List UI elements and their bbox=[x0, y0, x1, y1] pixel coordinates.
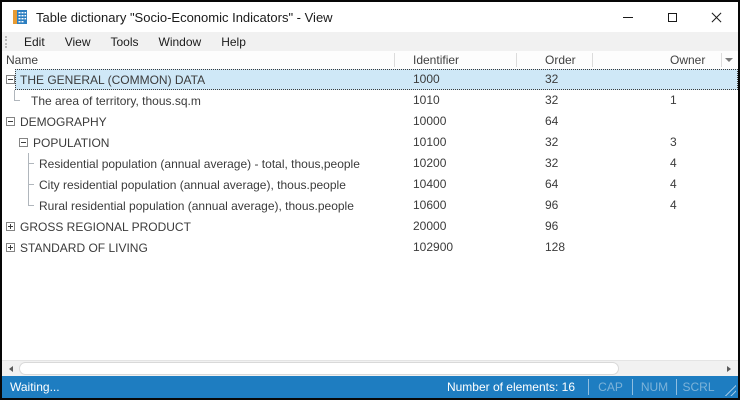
column-separator bbox=[516, 53, 517, 67]
row-owner: 1 bbox=[670, 93, 677, 107]
row-identifier: 1000 bbox=[413, 72, 440, 86]
minimize-button[interactable] bbox=[606, 2, 650, 32]
table-dictionary-icon bbox=[13, 10, 27, 24]
row-order: 96 bbox=[545, 198, 559, 212]
toolbar-gripper[interactable] bbox=[5, 35, 7, 48]
column-separator bbox=[592, 53, 593, 67]
tree-connector bbox=[26, 153, 39, 174]
column-header-row: Name Identifier Order Owner bbox=[2, 51, 738, 69]
row-name: GROSS REGIONAL PRODUCT bbox=[20, 219, 191, 234]
row-order: 128 bbox=[545, 240, 566, 254]
row-order: 64 bbox=[545, 114, 559, 128]
collapse-icon[interactable] bbox=[19, 138, 28, 147]
tree-connector bbox=[26, 195, 39, 216]
table-row[interactable]: STANDARD OF LIVING 102900 128 bbox=[2, 237, 738, 258]
arrow-left-icon bbox=[6, 365, 13, 372]
collapse-icon[interactable] bbox=[6, 117, 15, 126]
row-identifier: 10100 bbox=[413, 135, 447, 149]
scroll-right-button[interactable] bbox=[722, 361, 737, 376]
table-body: THE GENERAL (COMMON) DATA 1000 32 The ar… bbox=[2, 69, 738, 360]
indicator-caps-lock: CAP bbox=[588, 379, 632, 395]
row-name: The area of territory, thous.sq.m bbox=[31, 93, 201, 108]
row-owner: 4 bbox=[670, 156, 677, 170]
table-row[interactable]: POPULATION 10100 32 3 bbox=[2, 132, 738, 153]
scroll-left-button[interactable] bbox=[3, 361, 18, 376]
tree-connector bbox=[12, 90, 31, 111]
table-row[interactable]: THE GENERAL (COMMON) DATA 1000 32 bbox=[2, 69, 738, 90]
table-row[interactable]: The area of territory, thous.sq.m 1010 3… bbox=[2, 90, 738, 111]
menu-item-edit[interactable]: Edit bbox=[24, 34, 45, 49]
table-row[interactable]: Rural residential population (annual ave… bbox=[2, 195, 738, 216]
row-identifier: 10600 bbox=[413, 198, 447, 212]
menu-bar: Edit View Tools Window Help bbox=[2, 32, 738, 51]
row-order: 32 bbox=[545, 93, 559, 107]
indicator-scroll-lock: SCRL bbox=[676, 379, 720, 395]
arrow-right-icon bbox=[727, 365, 734, 372]
menu-item-tools[interactable]: Tools bbox=[110, 34, 139, 49]
column-separator bbox=[721, 53, 722, 67]
row-order: 96 bbox=[545, 219, 559, 233]
elements-count: Number of elements: 16 bbox=[446, 380, 575, 394]
menu-item-help[interactable]: Help bbox=[221, 34, 246, 49]
status-message: Waiting... bbox=[10, 380, 60, 394]
row-order: 32 bbox=[545, 156, 559, 170]
tree-connector bbox=[26, 174, 39, 195]
window-title: Table dictionary "Socio-Economic Indicat… bbox=[36, 9, 333, 25]
row-identifier: 10400 bbox=[413, 177, 447, 191]
row-owner: 4 bbox=[670, 198, 677, 212]
row-name: STANDARD OF LIVING bbox=[20, 240, 148, 255]
maximize-button[interactable] bbox=[650, 2, 694, 32]
row-name: Rural residential population (annual ave… bbox=[39, 198, 354, 213]
maximize-icon bbox=[667, 12, 677, 22]
row-order: 64 bbox=[545, 177, 559, 191]
close-icon bbox=[711, 12, 722, 23]
table-row[interactable]: City residential population (annual aver… bbox=[2, 174, 738, 195]
row-order: 32 bbox=[545, 135, 559, 149]
keyboard-indicators: CAP NUM SCRL bbox=[588, 379, 720, 395]
column-menu-button[interactable] bbox=[720, 51, 737, 69]
menu-item-window[interactable]: Window bbox=[158, 34, 202, 49]
scrollbar-thumb[interactable] bbox=[19, 362, 619, 375]
expand-icon[interactable] bbox=[6, 243, 15, 252]
minimize-icon bbox=[623, 16, 633, 18]
row-name: THE GENERAL (COMMON) DATA bbox=[20, 72, 206, 87]
expand-icon[interactable] bbox=[6, 222, 15, 231]
row-identifier: 10200 bbox=[413, 156, 447, 170]
resize-grip[interactable] bbox=[724, 384, 736, 396]
row-name: City residential population (annual aver… bbox=[39, 177, 346, 192]
row-name: POPULATION bbox=[33, 135, 110, 150]
row-identifier: 102900 bbox=[413, 240, 454, 254]
column-separator bbox=[394, 53, 395, 67]
collapse-icon[interactable] bbox=[6, 75, 15, 84]
row-name: DEMOGRAPHY bbox=[20, 114, 107, 129]
row-identifier: 10000 bbox=[413, 114, 447, 128]
chevron-down-icon bbox=[724, 58, 733, 62]
window-controls bbox=[606, 2, 738, 32]
horizontal-scrollbar[interactable] bbox=[2, 360, 738, 376]
row-identifier: 20000 bbox=[413, 219, 447, 233]
table-row[interactable]: DEMOGRAPHY 10000 64 bbox=[2, 111, 738, 132]
row-owner: 3 bbox=[670, 135, 677, 149]
column-header-name[interactable]: Name bbox=[6, 53, 39, 67]
title-bar: Table dictionary "Socio-Economic Indicat… bbox=[2, 2, 738, 32]
row-order: 32 bbox=[545, 72, 559, 86]
column-header-order[interactable]: Order bbox=[545, 53, 576, 67]
menu-item-view[interactable]: View bbox=[64, 34, 91, 49]
row-owner: 4 bbox=[670, 177, 677, 191]
status-bar: Waiting... Number of elements: 16 CAP NU… bbox=[2, 376, 738, 398]
close-button[interactable] bbox=[694, 2, 738, 32]
row-name: Residential population (annual average) … bbox=[39, 156, 360, 171]
table-row[interactable]: Residential population (annual average) … bbox=[2, 153, 738, 174]
row-identifier: 1010 bbox=[413, 93, 440, 107]
column-header-identifier[interactable]: Identifier bbox=[413, 53, 460, 67]
table-row[interactable]: GROSS REGIONAL PRODUCT 20000 96 bbox=[2, 216, 738, 237]
column-header-owner[interactable]: Owner bbox=[670, 53, 706, 67]
indicator-num-lock: NUM bbox=[632, 379, 676, 395]
